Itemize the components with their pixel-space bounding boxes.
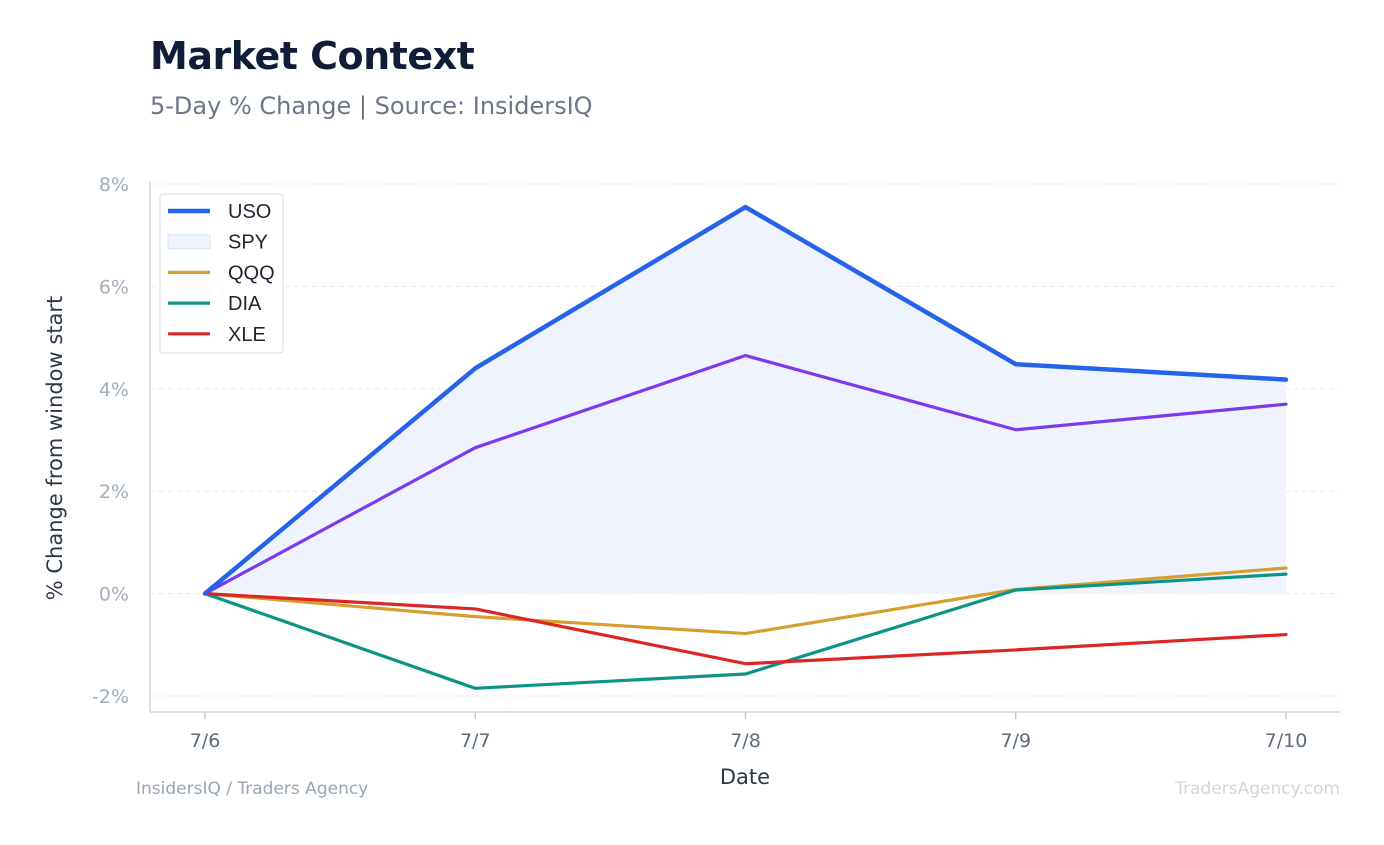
legend-box bbox=[159, 193, 284, 354]
spy-area bbox=[205, 207, 1286, 594]
x-tick-label: 7/6 bbox=[190, 730, 221, 752]
footer-credit: InsidersIQ / Traders Agency bbox=[136, 779, 369, 799]
y-tick-label: 4% bbox=[99, 379, 129, 401]
area-fill bbox=[205, 207, 1286, 594]
series-lines bbox=[202, 204, 1289, 690]
series-line-spy bbox=[203, 353, 1288, 596]
legend-label-spy: SPY bbox=[228, 232, 268, 254]
legend-swatch-spy bbox=[167, 234, 211, 250]
y-tick-label: -2% bbox=[92, 686, 129, 708]
legend-label-xle: XLE bbox=[228, 324, 266, 346]
x-axis-label: Date bbox=[720, 765, 770, 789]
x-tick-label: 7/9 bbox=[1000, 730, 1031, 752]
legend: USO SPY QQQ DIA XLE bbox=[159, 193, 284, 354]
y-ticks: -2% 0% 2% 4% 6% 8% bbox=[92, 174, 129, 708]
x-tick-label: 7/8 bbox=[730, 730, 761, 752]
y-axis-label: % Change from window start bbox=[43, 296, 67, 601]
y-tick-label: 0% bbox=[99, 584, 129, 606]
y-tick-label: 6% bbox=[99, 276, 129, 298]
legend-label-dia: DIA bbox=[228, 293, 262, 315]
series-line-uso bbox=[202, 204, 1289, 596]
series-line-qqq bbox=[203, 566, 1288, 636]
x-tick-label: 7/10 bbox=[1265, 730, 1308, 752]
chart-title: Market Context bbox=[150, 34, 475, 78]
x-tick-label: 7/7 bbox=[460, 730, 491, 752]
series-line-dia bbox=[203, 572, 1288, 690]
legend-label-uso: USO bbox=[228, 201, 271, 223]
y-tick-label: 2% bbox=[99, 481, 129, 503]
chart-subtitle: 5-Day % Change | Source: InsidersIQ bbox=[150, 92, 593, 120]
footer-watermark: TradersAgency.com bbox=[1175, 779, 1340, 799]
series-line-xle bbox=[203, 591, 1288, 666]
x-ticks: 7/6 7/7 7/8 7/9 7/10 bbox=[190, 712, 1308, 752]
legend-label-qqq: QQQ bbox=[228, 262, 275, 284]
y-tick-label: 8% bbox=[99, 174, 129, 196]
